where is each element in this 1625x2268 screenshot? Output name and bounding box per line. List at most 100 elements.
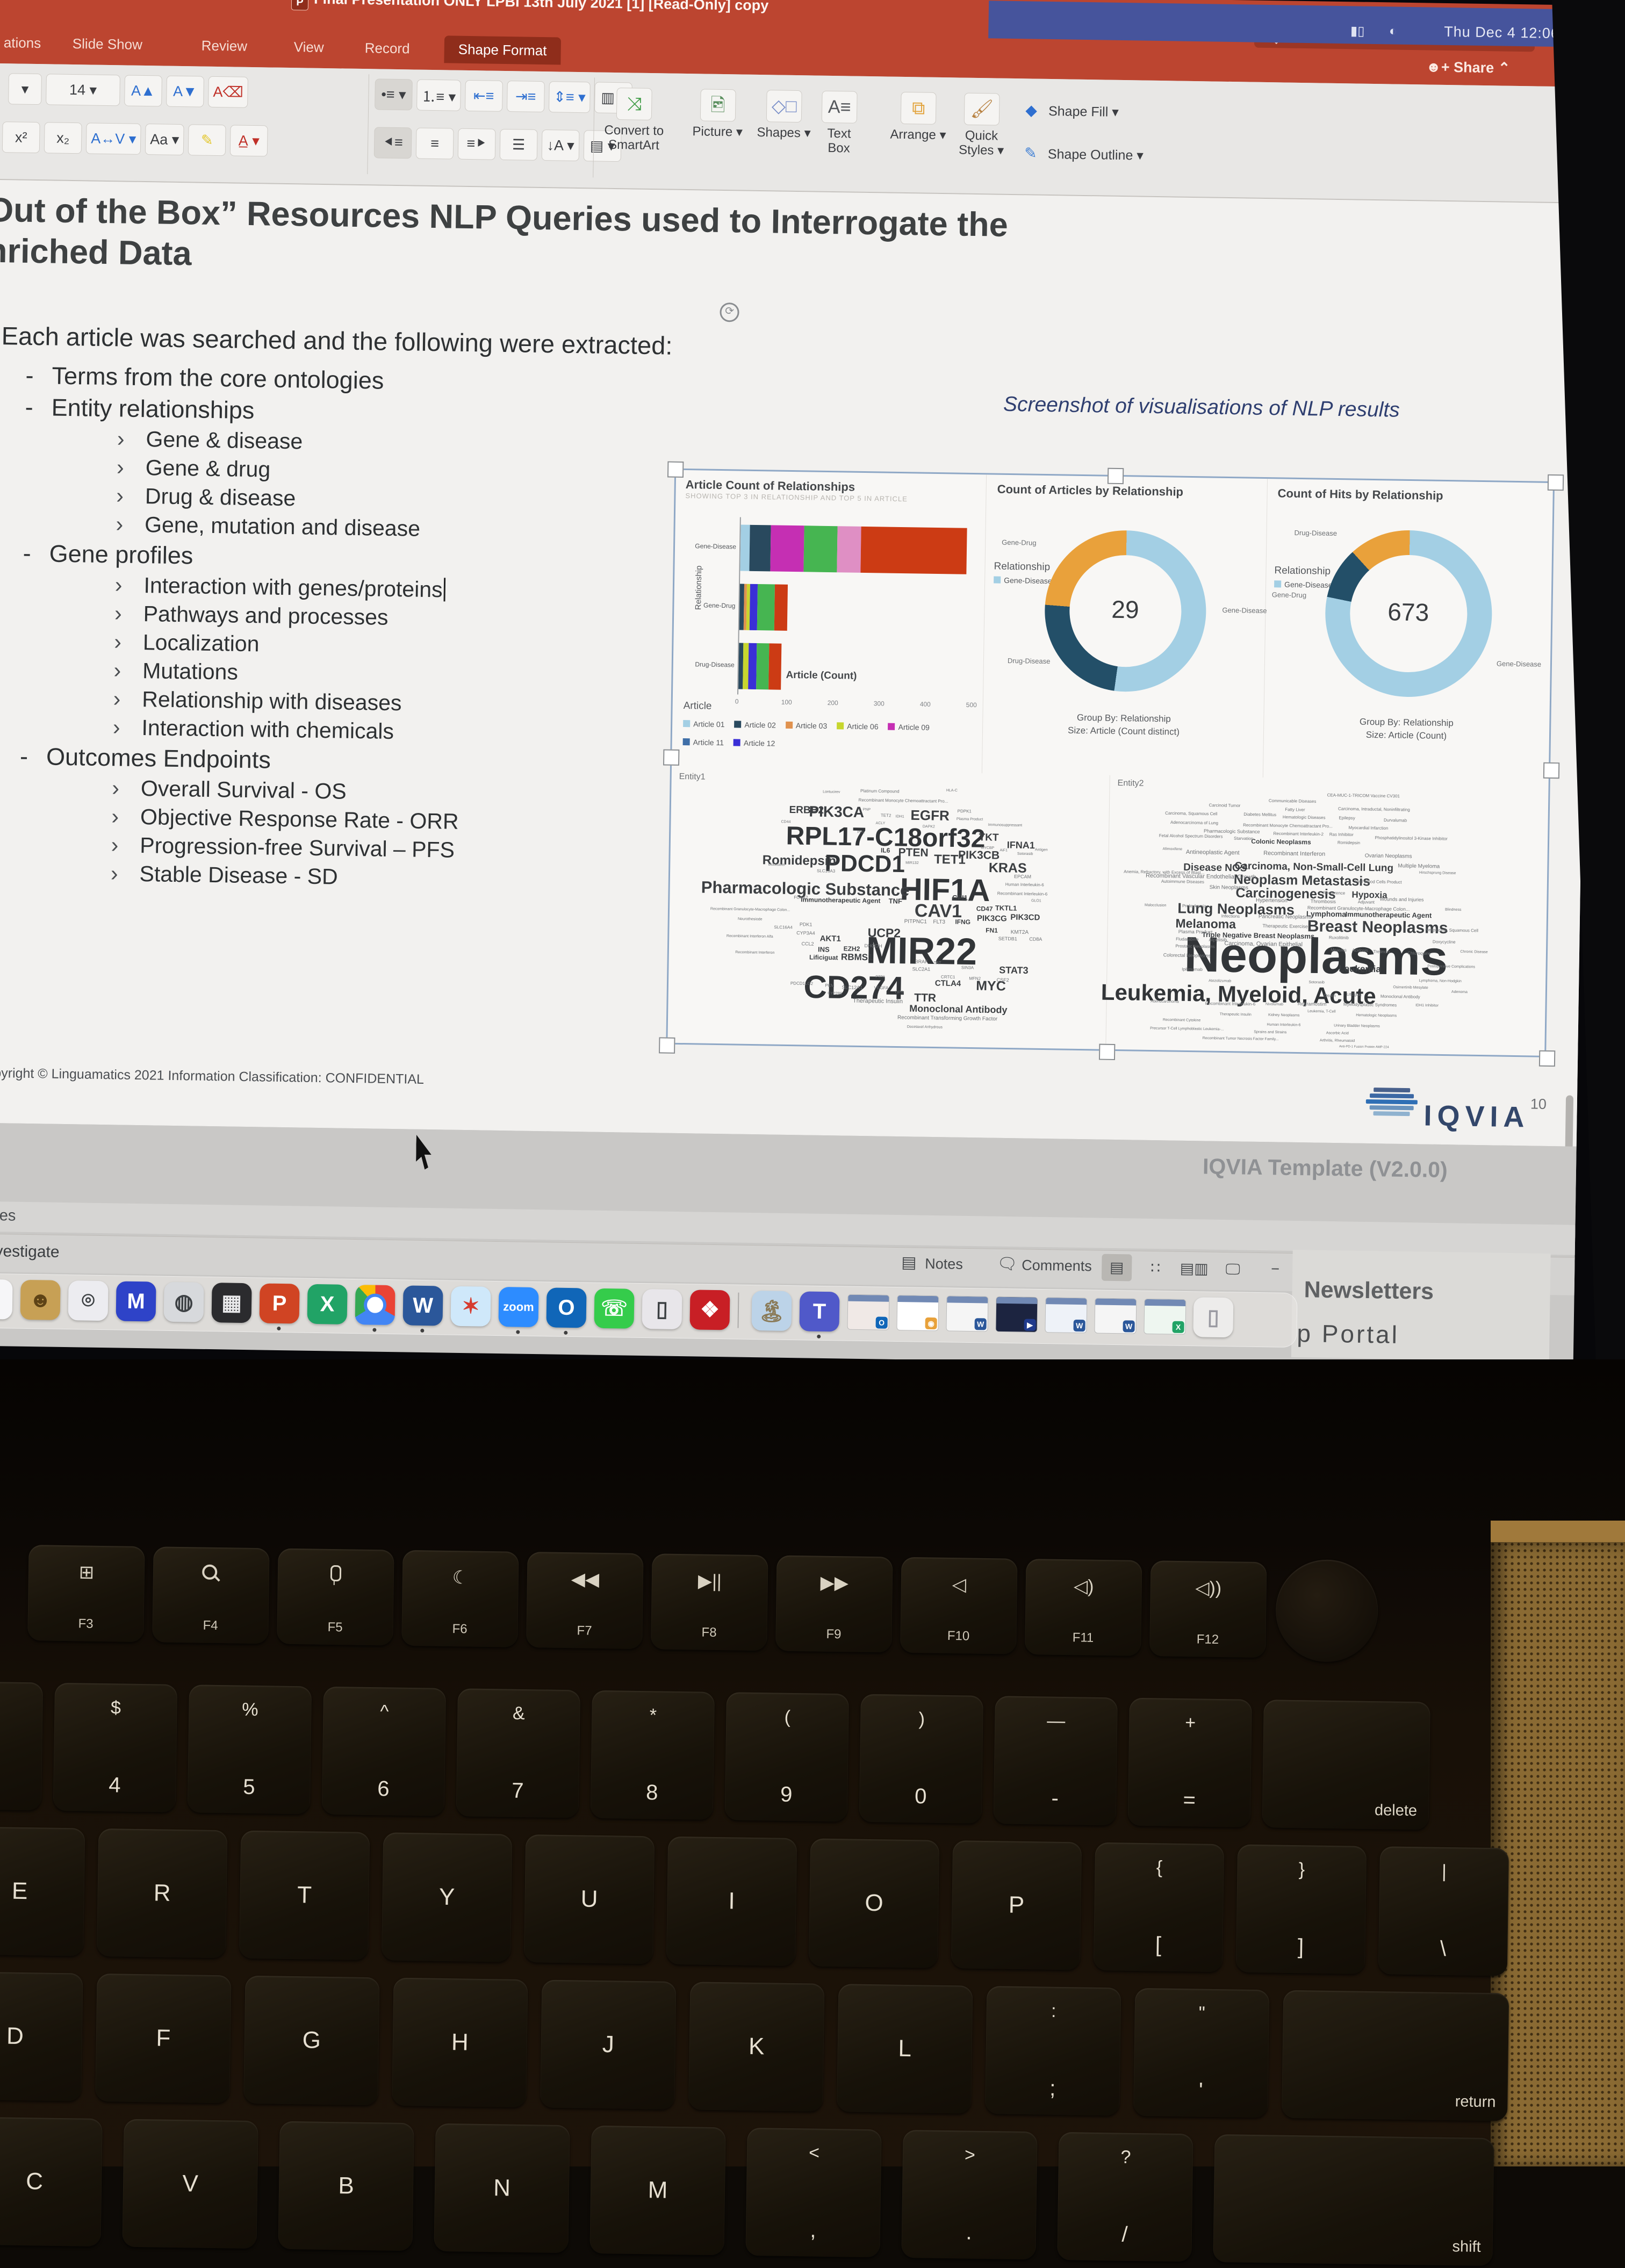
font-size-box[interactable]: 14 ▾: [46, 74, 120, 106]
key-f4[interactable]: F4: [152, 1546, 270, 1644]
key-r[interactable]: R: [97, 1828, 228, 1959]
bullet-item[interactable]: Pathways and processes: [7, 599, 462, 631]
selection-handle[interactable]: [659, 1037, 675, 1054]
key-n[interactable]: N: [434, 2123, 570, 2253]
subscript-button[interactable]: x₂: [44, 122, 82, 154]
trash-icon[interactable]: ▯: [1193, 1297, 1234, 1338]
window-thumb-word-2[interactable]: W: [1045, 1297, 1088, 1334]
bullet-item[interactable]: Gene profiles: [8, 539, 463, 574]
bullet-item[interactable]: Mutations: [6, 656, 461, 688]
safari-app-icon[interactable]: ✶: [450, 1286, 491, 1327]
key-h[interactable]: H: [392, 1977, 528, 2108]
key-0[interactable]: ) 0: [859, 1694, 983, 1824]
key-f3[interactable]: ⊞ F3: [27, 1545, 145, 1643]
rotate-handle-icon[interactable]: ⟳: [720, 302, 739, 322]
slide-bullet-list[interactable]: Terms from the core ontologiesEntity rel…: [3, 357, 465, 894]
desktop-picture-icon[interactable]: 🏝: [751, 1291, 792, 1331]
selection-handle[interactable]: [667, 461, 684, 478]
text-box-button[interactable]: A≡ Text Box: [821, 90, 858, 156]
quick-styles-button[interactable]: 🖌 Quick Styles ▾: [959, 92, 1005, 158]
bullet-item[interactable]: Entity relationships: [10, 393, 465, 428]
key-[[interactable]: {[: [1093, 1842, 1225, 1972]
key-return[interactable]: return: [1282, 1990, 1509, 2121]
selection-handle[interactable]: [1538, 1050, 1556, 1067]
iphone-mirroring-app-icon[interactable]: ▯: [642, 1288, 682, 1330]
bullet-item[interactable]: Localization: [6, 628, 462, 660]
window-thumb-excel[interactable]: X: [1144, 1298, 1187, 1335]
key-f10[interactable]: ◁ F10: [900, 1557, 1018, 1654]
key-f7[interactable]: ◀◀ F7: [526, 1552, 644, 1650]
tab-slide-show[interactable]: Slide Show: [72, 35, 143, 53]
superscript-button[interactable]: x²: [2, 121, 40, 154]
key-7[interactable]: & 7: [456, 1688, 581, 1818]
bullet-item[interactable]: Stable Disease - SD: [3, 859, 458, 891]
key-j[interactable]: J: [540, 1979, 677, 2109]
slide-intro-text[interactable]: Each article was searched and the follow…: [1, 321, 673, 360]
window-thumb-outlook[interactable]: O: [847, 1294, 890, 1330]
key-f8[interactable]: ▶|| F8: [651, 1553, 768, 1651]
key-t[interactable]: T: [239, 1830, 370, 1960]
bullet-item[interactable]: Terms from the core ontologies: [10, 361, 465, 396]
contacts-app-icon[interactable]: ☻: [20, 1279, 61, 1320]
bullet-item[interactable]: Progression-free Survival – PFS: [3, 831, 458, 863]
control-center-icon[interactable]: ◐: [1389, 24, 1397, 39]
key-f5[interactable]: F5: [277, 1548, 394, 1646]
key-5[interactable]: % 5: [187, 1684, 312, 1815]
clear-formatting-button[interactable]: A⌫: [208, 76, 249, 108]
powerpoint-app-icon[interactable]: P: [259, 1283, 300, 1324]
picture-button[interactable]: 🖻 Picture ▾: [692, 89, 743, 140]
malwarebytes-app-icon[interactable]: M: [116, 1281, 156, 1322]
tab-record[interactable]: Record: [364, 40, 410, 57]
key-g[interactable]: G: [243, 1975, 380, 2106]
acrobat-app-icon[interactable]: ❖: [689, 1290, 730, 1330]
decrease-indent-button[interactable]: ⇤≡: [464, 80, 503, 112]
selection-handle[interactable]: [1543, 762, 1560, 779]
text-direction-button[interactable]: ↓A ▾: [541, 129, 580, 162]
convert-to-smartart-button[interactable]: ⤨ Convert to SmartArt: [604, 88, 664, 153]
key-b[interactable]: B: [278, 2121, 414, 2251]
selection-handle[interactable]: [663, 749, 680, 766]
bullet-item[interactable]: Interaction with genes/proteins: [8, 571, 463, 603]
slideshow-button[interactable]: 🖵: [1225, 1261, 1240, 1278]
font-color-button[interactable]: A̲ ▾: [229, 125, 268, 157]
bullets-button[interactable]: •≡ ▾: [375, 78, 413, 111]
line-spacing-button[interactable]: ⇕≡ ▾: [548, 81, 591, 113]
key-'[interactable]: " ': [1133, 1988, 1270, 2118]
key-f[interactable]: F: [95, 1973, 232, 2104]
key-d[interactable]: D: [0, 1971, 83, 2101]
key-=[interactable]: + =: [1127, 1697, 1252, 1827]
reminders-app-icon[interactable]: ≣: [0, 1279, 13, 1320]
bullet-item[interactable]: Drug & disease: [9, 481, 464, 514]
key-f12[interactable]: ◁)) F12: [1149, 1560, 1267, 1658]
key-9[interactable]: (9: [724, 1692, 849, 1822]
align-center-button[interactable]: ≡: [415, 127, 454, 160]
tab-shape-format[interactable]: Shape Format: [444, 35, 561, 65]
window-thumb-word-1[interactable]: W: [946, 1295, 989, 1332]
key-8[interactable]: * 8: [590, 1690, 715, 1820]
shape-outline-button[interactable]: ✎ Shape Outline ▾: [1022, 144, 1144, 163]
highlight-button[interactable]: ✎: [188, 124, 226, 156]
outlook-app-icon[interactable]: O: [546, 1287, 587, 1328]
reading-view-button[interactable]: ▤▥: [1180, 1259, 1209, 1277]
bullet-item[interactable]: Gene & drug: [9, 453, 464, 485]
key-v[interactable]: V: [122, 2119, 258, 2249]
selection-handle[interactable]: [1107, 467, 1124, 485]
bullet-item[interactable]: Overall Survival - OS: [4, 774, 459, 806]
slide-sorter-button[interactable]: ∷: [1151, 1259, 1161, 1277]
shrink-font-button[interactable]: A▼: [166, 75, 204, 107]
screenshot-app-icon[interactable]: ⌾: [68, 1280, 109, 1321]
chrome-app-icon[interactable]: [355, 1285, 396, 1326]
bullet-item[interactable]: Relationship with diseases: [5, 685, 461, 717]
comments-button[interactable]: Comments: [1022, 1257, 1092, 1275]
align-right-button[interactable]: ≡⯈: [457, 128, 496, 160]
key--[interactable]: — -: [993, 1696, 1118, 1826]
notes-toggle-button[interactable]: Notes: [925, 1255, 964, 1272]
key-k[interactable]: K: [688, 1982, 825, 2112]
slide-annotation[interactable]: Screenshot of visualisations of NLP resu…: [1003, 392, 1400, 422]
slide-title[interactable]: Out of the Box” Resources NLP Queries us…: [0, 191, 1009, 273]
key-o[interactable]: O: [808, 1838, 940, 1968]
key-3[interactable]: #3: [0, 1681, 44, 1811]
key-l[interactable]: L: [837, 1984, 973, 2114]
key-/[interactable]: ? /: [1057, 2132, 1193, 2262]
calculator-app-icon[interactable]: ▦: [211, 1283, 252, 1323]
